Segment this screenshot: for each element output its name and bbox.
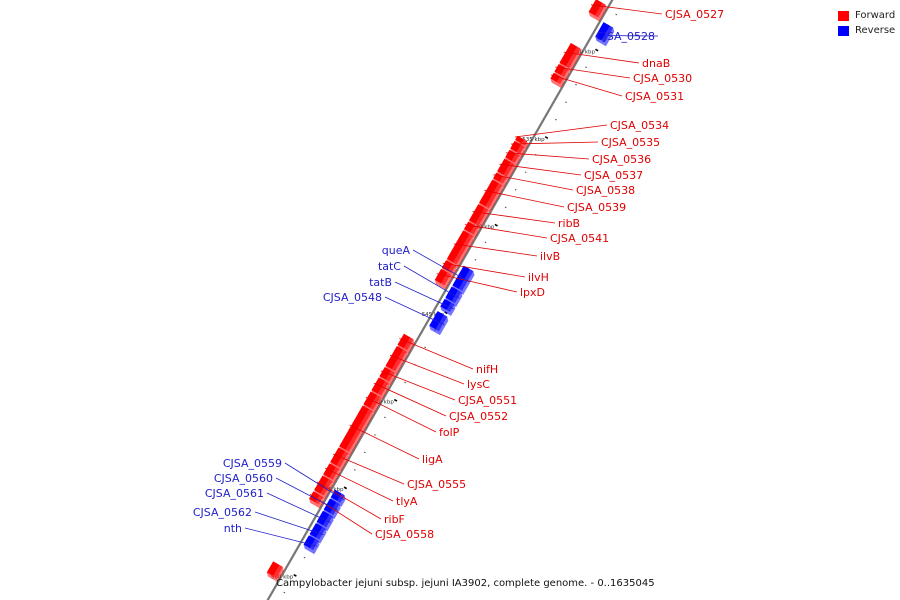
gene-label-quea[interactable]: queA [382,244,411,257]
legend-reverse: Reverse [838,23,895,38]
minor-tick [485,242,486,243]
major-tick [595,49,598,50]
legend-reverse-label: Reverse [855,25,895,36]
minor-tick [425,347,426,348]
minor-tick [404,382,405,383]
label-connector [350,425,419,459]
gene-label-cjsa_0531[interactable]: CJSA_0531 [625,90,684,103]
minor-tick [565,102,566,103]
gene-label-liga[interactable]: ligA [422,453,443,466]
forward-gene-cjsa_0527[interactable] [587,0,608,21]
minor-tick [515,189,516,190]
forward-swatch [838,11,849,21]
gene-label-tlya[interactable]: tlyA [396,495,418,508]
gene-label-cjsa_0559[interactable]: CJSA_0559 [223,457,282,470]
minor-tick [505,207,506,208]
gene-label-lpxd[interactable]: lpxD [520,286,545,299]
minor-tick [475,259,476,260]
major-tick [495,224,498,225]
gene-label-tatc[interactable]: tatC [378,260,401,273]
major-tick [344,487,347,488]
gene-label-lysc[interactable]: lysC [467,378,490,391]
gene-label-ilvb[interactable]: ilvB [540,250,560,263]
gene-label-cjsa_0534[interactable]: CJSA_0534 [610,119,669,132]
label-connector [399,338,473,369]
minor-tick [304,557,305,558]
minor-tick [555,119,556,120]
gene-label-cjsa_0562[interactable]: CJSA_0562 [193,506,252,519]
reverse-swatch [838,26,849,36]
legend-forward: Forward [838,8,895,23]
gene-label-tatb[interactable]: tatB [369,276,392,289]
gene-label-cjsa_0548[interactable]: CJSA_0548 [323,291,382,304]
gene-label-cjsa_0527[interactable]: CJSA_0527 [665,8,724,21]
genome-caption: Campylobacter jejuni subsp. jejuni IA390… [276,578,655,589]
label-connector [366,397,436,432]
major-tick [394,400,397,401]
minor-tick [525,172,526,173]
genome-map: 530 kbp535 kbp540 kbp545 kbp550 kbp555 k… [0,0,900,600]
gene-label-nifh[interactable]: nifH [476,363,498,376]
gene-label-cjsa_0537[interactable]: CJSA_0537 [584,169,643,182]
minor-tick [575,84,576,85]
genome-backbone [262,0,618,600]
gene-label-cjsa_0555[interactable]: CJSA_0555 [407,478,466,491]
gene-label-cjsa_0552[interactable]: CJSA_0552 [449,410,508,423]
gene-label-cjsa_0535[interactable]: CJSA_0535 [601,136,660,149]
gene-label-cjsa_0560[interactable]: CJSA_0560 [214,472,273,485]
gene-label-ilvh[interactable]: ilvH [528,271,549,284]
minor-tick [364,452,365,453]
minor-tick [374,435,375,436]
gene-label-cjsa_0530[interactable]: CJSA_0530 [633,72,692,85]
major-tick [294,575,297,576]
minor-tick [384,417,385,418]
gene-label-cjsa_0528[interactable]: CJSA_0528 [596,30,655,43]
label-connector [385,297,444,325]
gene-label-cjsa_0538[interactable]: CJSA_0538 [576,184,635,197]
gene-label-nth[interactable]: nth [224,522,242,535]
minor-tick [354,470,355,471]
major-tick [545,137,548,138]
minor-tick [585,67,586,68]
gene-label-folp[interactable]: folP [439,426,460,439]
gene-label-cjsa_0558[interactable]: CJSA_0558 [375,528,434,541]
label-connector [515,125,607,137]
gene-label-cjsa_0539[interactable]: CJSA_0539 [567,201,626,214]
label-connector [255,512,324,535]
gene-label-dnab[interactable]: dnaB [642,57,670,70]
legend-forward-label: Forward [855,10,895,21]
gene-label-cjsa_0541[interactable]: CJSA_0541 [550,232,609,245]
minor-tick [284,592,285,593]
gene-label-cjsa_0536[interactable]: CJSA_0536 [592,153,651,166]
gene-label-cjsa_0561[interactable]: CJSA_0561 [205,487,264,500]
forward-gene-liga[interactable] [338,406,375,456]
gene-label-ribb[interactable]: ribB [558,217,580,230]
gene-label-cjsa_0551[interactable]: CJSA_0551 [458,394,517,407]
minor-tick [616,14,617,15]
label-layer: CJSA_0527 dnaB CJSA_0530 CJSA_0531 CJSA_0534… [193,5,724,546]
gene-label-ribf[interactable]: ribF [384,513,405,526]
legend: Forward Reverse [838,8,895,38]
